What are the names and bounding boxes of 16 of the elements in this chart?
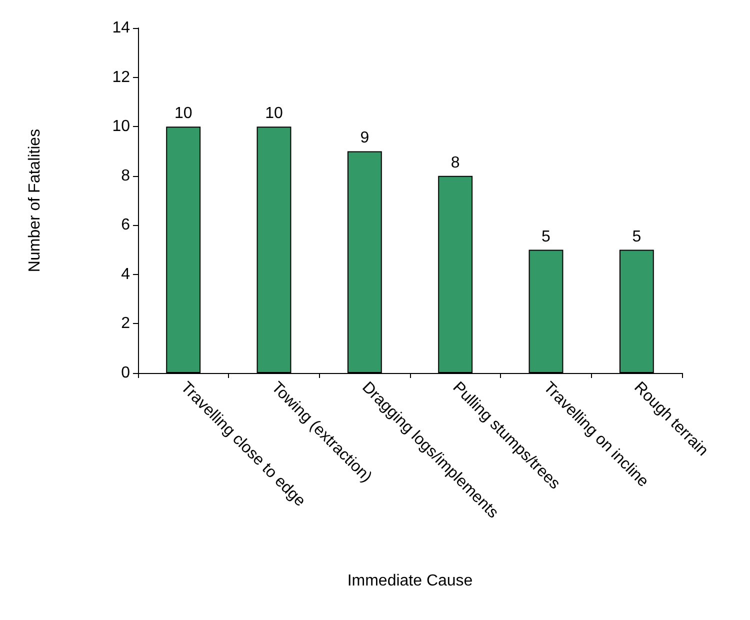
y-axis-title: Number of Fatalities	[26, 128, 44, 272]
y-tick-label: 2	[121, 315, 130, 332]
y-tick-label: 4	[121, 266, 130, 283]
data-label: 5	[542, 228, 551, 246]
y-tick-label: 6	[121, 216, 130, 234]
data-label: 9	[360, 130, 370, 147]
data-label: 5	[632, 228, 642, 246]
data-label: 10	[265, 105, 283, 122]
y-tick-label: 8	[121, 167, 130, 184]
y-tick-label: 12	[112, 68, 130, 86]
x-axis-title: Immediate Cause	[347, 572, 473, 590]
y-tick-label: 14	[112, 20, 130, 36]
data-label: 8	[450, 154, 460, 172]
y-tick-label: 0	[121, 364, 130, 382]
y-tick-label: 10	[112, 118, 130, 136]
data-label: 10	[174, 105, 192, 122]
